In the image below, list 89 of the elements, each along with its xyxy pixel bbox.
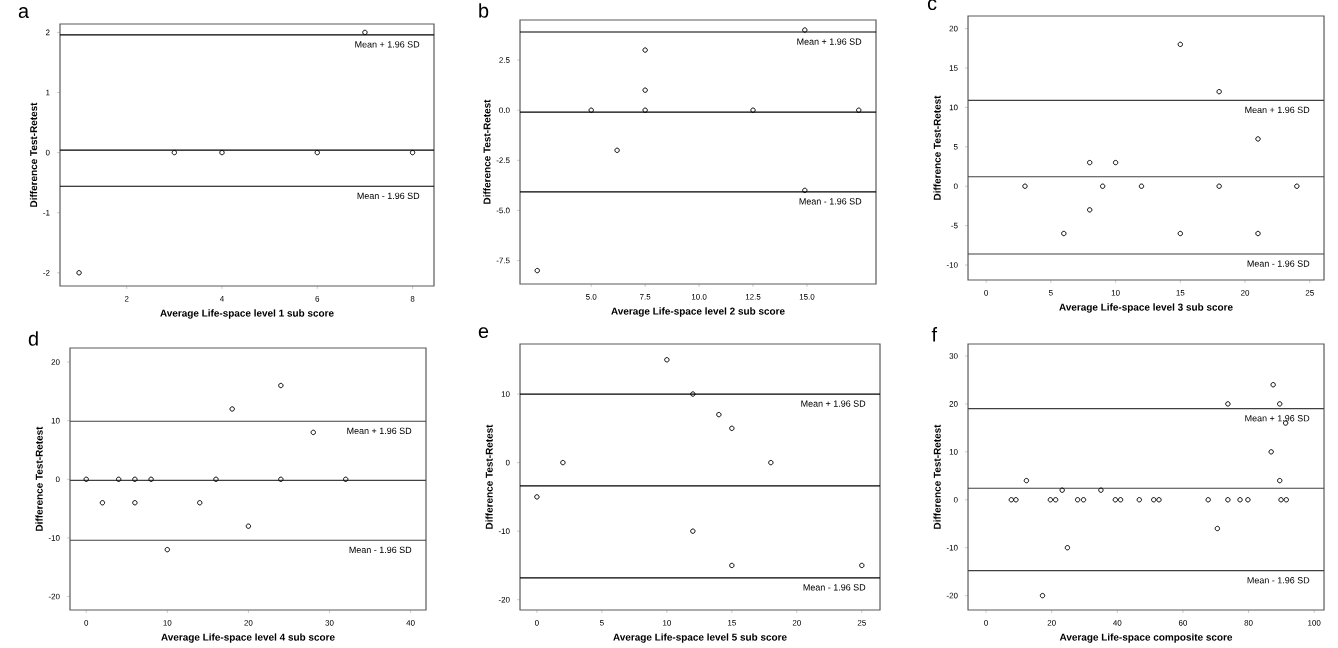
point	[1225, 497, 1231, 503]
point	[859, 562, 865, 569]
point	[99, 500, 106, 506]
point	[1216, 88, 1222, 95]
point	[642, 47, 648, 53]
point	[1277, 401, 1283, 407]
point	[164, 546, 171, 553]
point	[197, 500, 203, 506]
point	[1156, 497, 1162, 503]
point	[1117, 497, 1124, 503]
point	[1151, 497, 1157, 503]
point	[664, 357, 670, 363]
point	[1205, 497, 1211, 503]
point	[1268, 449, 1274, 455]
chart-title: c	[927, 0, 937, 11]
point	[310, 429, 316, 436]
point	[1112, 159, 1119, 166]
point	[1064, 545, 1071, 551]
point	[171, 149, 178, 156]
point	[83, 476, 89, 482]
point	[1214, 525, 1221, 532]
point	[1177, 230, 1184, 237]
point	[314, 149, 320, 156]
point	[1237, 497, 1243, 503]
point	[1255, 136, 1261, 142]
point	[1245, 497, 1251, 503]
point	[1283, 497, 1289, 503]
point	[534, 267, 540, 274]
point	[278, 382, 284, 389]
point	[1059, 487, 1065, 493]
point	[245, 523, 252, 529]
point	[1099, 183, 1106, 189]
point	[729, 425, 735, 432]
chart-title: e	[478, 327, 489, 339]
point	[1225, 401, 1231, 407]
point	[1177, 41, 1184, 48]
point	[1061, 230, 1067, 237]
point	[642, 87, 648, 93]
point	[768, 459, 774, 466]
point	[362, 29, 368, 36]
point	[1080, 497, 1087, 503]
point	[278, 476, 284, 482]
point	[690, 528, 696, 534]
point	[132, 500, 138, 506]
chart-title: b	[479, 3, 489, 18]
point	[1255, 230, 1261, 237]
point	[1098, 487, 1104, 493]
point	[614, 147, 620, 153]
point	[642, 107, 648, 113]
point	[1216, 183, 1222, 189]
point	[409, 149, 416, 156]
point	[1138, 183, 1145, 189]
point	[1052, 497, 1059, 503]
chart-title: d	[28, 331, 38, 346]
point	[1047, 497, 1054, 503]
point	[534, 494, 540, 500]
point	[560, 459, 566, 466]
point	[1087, 207, 1093, 213]
point	[1022, 183, 1028, 189]
point	[1277, 477, 1283, 484]
point	[1008, 497, 1015, 503]
chart-title: f	[931, 327, 938, 342]
point	[343, 476, 349, 482]
point	[76, 270, 82, 276]
point	[729, 562, 735, 569]
point	[1023, 477, 1030, 484]
point	[1112, 497, 1119, 503]
chart-title: a	[18, 7, 30, 19]
point	[802, 187, 808, 194]
point	[1087, 159, 1093, 166]
point	[750, 107, 756, 113]
point	[219, 149, 225, 156]
point	[1039, 592, 1046, 599]
point	[716, 411, 722, 418]
point	[856, 107, 862, 113]
point	[229, 406, 235, 412]
point	[1074, 497, 1081, 503]
point	[802, 27, 808, 33]
point	[148, 476, 154, 482]
point	[213, 476, 219, 482]
point	[588, 107, 594, 113]
point	[690, 391, 696, 397]
point	[115, 476, 122, 482]
point	[1270, 382, 1276, 388]
point	[1278, 497, 1284, 503]
point	[1013, 497, 1019, 503]
point	[1294, 183, 1300, 189]
point	[1136, 497, 1142, 503]
point	[132, 476, 138, 482]
